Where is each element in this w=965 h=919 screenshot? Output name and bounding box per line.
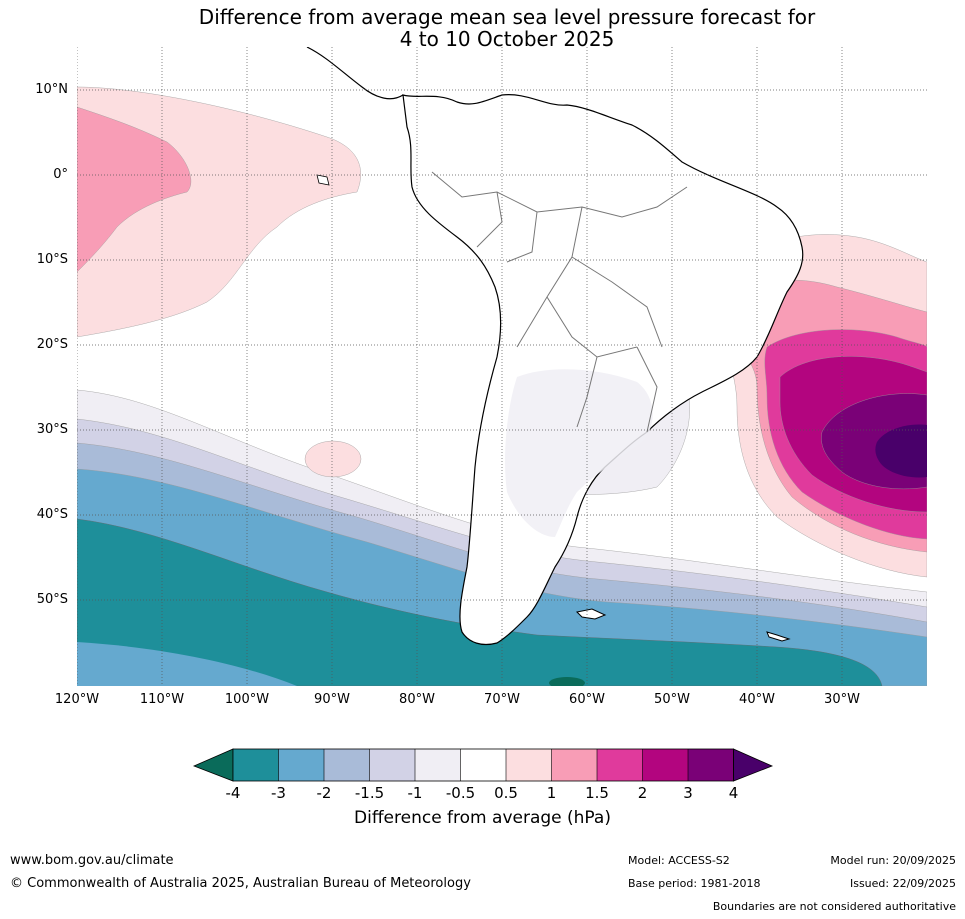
colorbar-bin <box>324 749 370 781</box>
footer-model-run: Model run: 20/09/2025 <box>830 854 956 867</box>
lat-label: 40°S <box>36 507 68 522</box>
colorbar-tick: 0.5 <box>494 784 518 802</box>
colorbar-tick: -2 <box>316 784 332 802</box>
chart-title-line-2: 4 to 10 October 2025 <box>399 27 615 51</box>
lon-label: 80°W <box>399 692 435 707</box>
footer-disclaimer: Boundaries are not considered authoritat… <box>712 900 956 913</box>
colorbar-bin <box>415 749 461 781</box>
contour-neg-4 <box>549 677 585 686</box>
colorbar-frame <box>232 748 734 782</box>
contour-neg-3 <box>77 518 883 686</box>
contour-pacific-pos-1 <box>77 106 192 273</box>
lon-label: 70°W <box>484 692 520 707</box>
lon-label: 110°W <box>139 692 185 707</box>
footer-copyright: © Commonwealth of Australia 2025, Austra… <box>10 876 471 891</box>
falkland-islands <box>575 608 607 620</box>
colorbar-label: Difference from average (hPa) <box>354 808 611 828</box>
lat-label: 10°S <box>36 252 68 267</box>
central-america-outline <box>306 47 404 100</box>
colorbar-bin <box>688 749 734 781</box>
colorbar-tick: -4 <box>225 784 241 802</box>
colorbar-bin <box>642 749 688 781</box>
colorbar-tick: 1.5 <box>585 784 609 802</box>
lat-label: 30°S <box>36 422 68 437</box>
lon-label: 40°W <box>739 692 775 707</box>
lat-label: 50°S <box>36 592 68 607</box>
lat-label: 20°S <box>36 337 68 352</box>
lon-label: 50°W <box>654 692 690 707</box>
lon-label: 60°W <box>569 692 605 707</box>
colorbar-bin <box>369 749 415 781</box>
footer-issued: Issued: 22/09/2025 <box>849 877 956 890</box>
colorbar-tick: 3 <box>683 784 693 802</box>
footer-base-period: Base period: 1981-2018 <box>628 877 761 890</box>
footer-url: www.bom.gov.au/climate <box>10 853 174 868</box>
contour-small-pos <box>304 440 362 478</box>
colorbar-tick: -1.5 <box>354 784 385 802</box>
contour-neg-3-inner <box>77 642 297 686</box>
colorbar-bin <box>233 749 279 781</box>
lon-label: 120°W <box>54 692 100 707</box>
south-georgia <box>766 631 791 642</box>
lat-label: 10°N <box>35 82 68 97</box>
colorbar-tick: 1 <box>546 784 557 802</box>
colorbar-tick: 4 <box>728 784 739 802</box>
footer-model: Model: ACCESS-S2 <box>628 854 730 867</box>
colorbar-bin <box>506 749 552 781</box>
galapagos <box>316 174 330 186</box>
gridlines <box>77 47 927 686</box>
anomaly-map <box>77 47 927 686</box>
contour-atlantic-pos-4 <box>875 424 927 478</box>
colorbar-bin <box>460 749 506 781</box>
colorbar-bin <box>278 749 324 781</box>
colorbar-extend-low <box>192 748 234 782</box>
chart-title-line-1: Difference from average mean sea level p… <box>198 5 816 29</box>
colorbar-tick: 2 <box>637 784 648 802</box>
lon-label: 100°W <box>224 692 270 707</box>
colorbar-bin <box>551 749 597 781</box>
lon-label: 90°W <box>314 692 350 707</box>
colorbar-bin <box>597 749 643 781</box>
colorbar-tick: -0.5 <box>445 784 476 802</box>
land-neg-anomaly <box>505 369 653 537</box>
colorbar-extend-high <box>733 748 774 782</box>
lat-label: 0° <box>53 167 68 182</box>
colorbar-dividers <box>278 749 689 781</box>
colorbar-tick: -1 <box>407 784 423 802</box>
lon-label: 30°W <box>824 692 860 707</box>
colorbar-tick: -3 <box>271 784 286 802</box>
